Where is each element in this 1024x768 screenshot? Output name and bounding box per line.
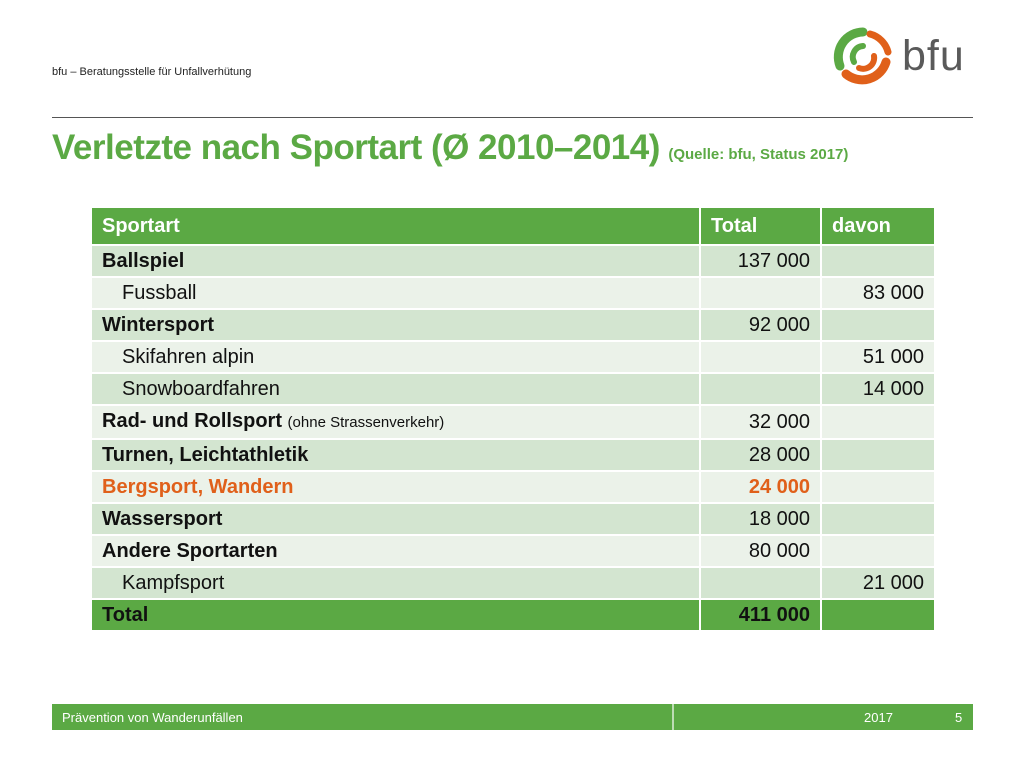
bfu-logo: bfu <box>832 26 977 88</box>
row-total: 32 000 <box>699 404 822 440</box>
row-davon: 21 000 <box>820 566 936 600</box>
footer-year: 2017 <box>864 710 893 725</box>
row-label: Snowboardfahren <box>90 372 701 406</box>
row-total: 24 000 <box>699 470 822 504</box>
header-davon: davon <box>820 206 936 246</box>
table-row: Snowboardfahren 14 000 <box>90 372 936 406</box>
org-name: bfu – Beratungsstelle für Unfallverhütun… <box>52 66 252 78</box>
title-source: (Quelle: bfu, Status 2017) <box>668 146 849 163</box>
row-total: 411 000 <box>699 598 822 632</box>
row-label: Bergsport, Wandern <box>90 470 701 504</box>
row-label: Kampfsport <box>90 566 701 600</box>
row-davon: 51 000 <box>820 340 936 374</box>
row-note: (ohne Strassenverkehr) <box>287 414 445 431</box>
table-row: Wintersport 92 000 <box>90 308 936 342</box>
table-row: Turnen, Leichtathletik 28 000 <box>90 438 936 472</box>
table-row: Fussball 83 000 <box>90 276 936 310</box>
row-davon <box>820 470 936 504</box>
row-total <box>699 566 822 600</box>
header-sportart: Sportart <box>90 206 701 246</box>
row-label: Wintersport <box>90 308 701 342</box>
row-label: Wassersport <box>90 502 701 536</box>
row-davon <box>820 438 936 472</box>
footer-title: Prävention von Wanderunfällen <box>62 710 243 725</box>
row-label: Andere Sportarten <box>90 534 701 568</box>
row-total: 137 000 <box>699 244 822 278</box>
table-row: Andere Sportarten 80 000 <box>90 534 936 568</box>
table-header-row: Sportart Total davon <box>90 206 936 246</box>
row-total <box>699 372 822 406</box>
footer-divider <box>672 704 674 730</box>
row-label: Total <box>90 598 701 632</box>
logo-wordmark: bfu <box>902 32 965 80</box>
row-total: 28 000 <box>699 438 822 472</box>
row-davon <box>820 502 936 536</box>
table-row: Wassersport 18 000 <box>90 502 936 536</box>
row-davon <box>820 308 936 342</box>
row-davon <box>820 244 936 278</box>
row-davon <box>820 534 936 568</box>
row-label: Turnen, Leichtathletik <box>90 438 701 472</box>
row-davon: 83 000 <box>820 276 936 310</box>
row-label: Ballspiel <box>90 244 701 278</box>
header-total: Total <box>699 206 822 246</box>
table-row-highlighted: Bergsport, Wandern 24 000 <box>90 470 936 504</box>
table-row: Skifahren alpin 51 000 <box>90 340 936 374</box>
row-davon <box>820 404 936 440</box>
bfu-logo-icon <box>833 27 892 85</box>
row-label: Rad- und Rollsport <box>102 410 282 432</box>
table-total-row: Total 411 000 <box>90 598 936 632</box>
slide-title: Verletzte nach Sportart (Ø 2010–2014) (Q… <box>52 128 848 168</box>
table-row: Rad- und Rollsport (ohne Strassenverkehr… <box>90 404 936 440</box>
title-main: Verletzte nach Sportart (Ø 2010–2014) <box>52 128 660 167</box>
injury-table: Sportart Total davon Ballspiel 137 000 F… <box>90 206 936 632</box>
footer-bar: Prävention von Wanderunfällen 2017 5 <box>52 704 973 730</box>
row-davon: 14 000 <box>820 372 936 406</box>
row-total: 92 000 <box>699 308 822 342</box>
row-total: 80 000 <box>699 534 822 568</box>
header-divider <box>52 117 973 118</box>
table-row: Ballspiel 137 000 <box>90 244 936 278</box>
row-label: Fussball <box>90 276 701 310</box>
row-total <box>699 276 822 310</box>
row-davon <box>820 598 936 632</box>
page-number: 5 <box>955 710 963 725</box>
row-label: Skifahren alpin <box>90 340 701 374</box>
row-total <box>699 340 822 374</box>
row-label-cell: Rad- und Rollsport (ohne Strassenverkehr… <box>90 404 701 440</box>
table-row: Kampfsport 21 000 <box>90 566 936 600</box>
row-total: 18 000 <box>699 502 822 536</box>
